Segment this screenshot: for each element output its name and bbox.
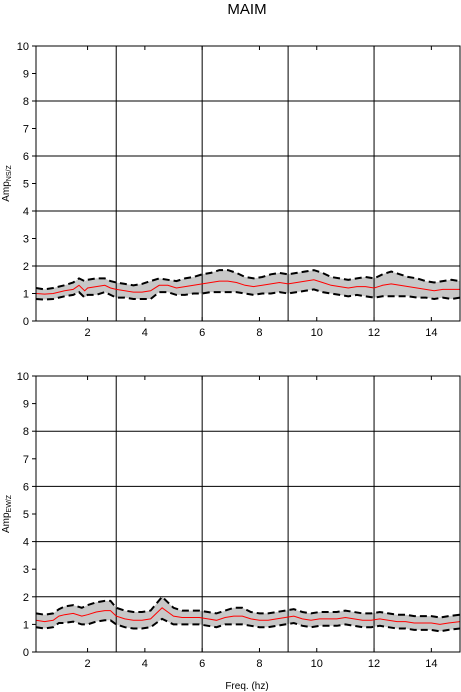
y-tick-label: 7 — [23, 454, 29, 466]
y-tick-label: 9 — [23, 399, 29, 411]
y-tick-label: 7 — [23, 124, 29, 136]
y-axis-label-main: Amp — [1, 512, 12, 533]
x-tick-label: 2 — [85, 327, 91, 339]
figure-title: MAIM — [227, 1, 266, 18]
y-tick-label: 5 — [23, 509, 29, 521]
y-tick-label: 1 — [23, 289, 29, 301]
y-axis-label-sub: NS/Z — [6, 165, 13, 182]
x-tick-label: 4 — [142, 327, 148, 339]
y-tick-label: 2 — [23, 261, 29, 273]
y-axis-label-sub: EW/Z — [6, 494, 13, 512]
x-tick-label: 6 — [199, 327, 205, 339]
y-axis-label-main: Amp — [1, 181, 12, 202]
series-upper-bound — [35, 269, 461, 291]
y-tick-label: 2 — [23, 592, 29, 604]
y-axis-label: AmpNS/Z — [1, 165, 13, 202]
y-tick-label: 10 — [17, 41, 29, 53]
x-tick-label: 8 — [256, 658, 262, 670]
x-tick-label: 10 — [311, 658, 323, 670]
y-tick-label: 9 — [23, 69, 29, 81]
series-lower-bound — [35, 617, 461, 633]
y-tick-label: 0 — [23, 647, 29, 659]
y-tick-label: 3 — [23, 234, 29, 246]
y-axis-label: AmpEW/Z — [1, 494, 13, 533]
confidence-band — [36, 596, 460, 632]
y-tick-label: 3 — [23, 564, 29, 576]
y-tick-label: 4 — [23, 537, 29, 549]
y-tick-label: 10 — [17, 371, 29, 383]
x-tick-label: 14 — [425, 658, 437, 670]
x-tick-label: 8 — [256, 327, 262, 339]
x-tick-label: 14 — [425, 327, 437, 339]
y-tick-label: 6 — [23, 151, 29, 163]
x-tick-label: 10 — [311, 327, 323, 339]
y-tick-label: 6 — [23, 481, 29, 493]
y-tick-label: 1 — [23, 619, 29, 631]
x-tick-label: 2 — [85, 658, 91, 670]
x-tick-label: 12 — [368, 327, 380, 339]
y-tick-label: 8 — [23, 96, 29, 108]
series-upper-bound — [35, 595, 461, 619]
x-tick-label: 12 — [368, 658, 380, 670]
y-tick-label: 8 — [23, 426, 29, 438]
x-axis-label: Freq. (hz) — [225, 681, 268, 692]
x-tick-label: 6 — [199, 658, 205, 670]
y-tick-label: 5 — [23, 179, 29, 191]
y-tick-label: 4 — [23, 206, 29, 218]
series-lower-bound — [35, 288, 461, 301]
y-tick-label: 0 — [23, 316, 29, 328]
x-tick-label: 4 — [142, 658, 148, 670]
series-mean — [35, 279, 460, 295]
series-mean — [35, 607, 461, 625]
